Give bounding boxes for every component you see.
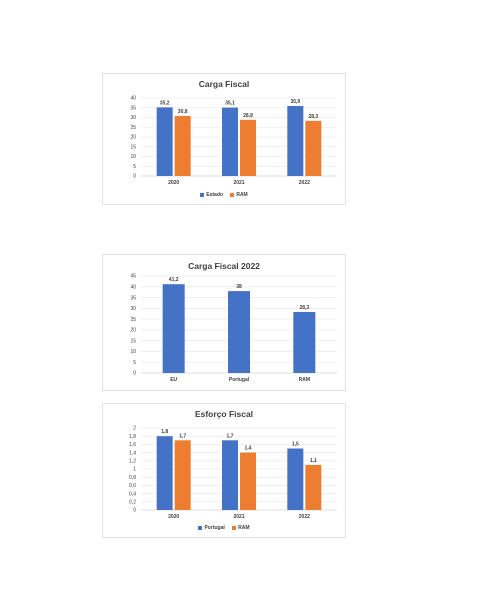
y-tick-label: 10 xyxy=(130,349,136,355)
chart-title: Carga Fiscal xyxy=(198,79,250,89)
x-tick-label: 2022 xyxy=(299,514,310,520)
chart-plot: 0 5 10 15 20 25 30 35 40 45 41,2 EU 38 Portugal 28,3 RA… xyxy=(130,274,337,383)
bar xyxy=(222,107,238,176)
y-tick-label: 1,2 xyxy=(129,459,136,465)
y-tick-label: 1 xyxy=(133,467,136,473)
bar xyxy=(174,440,191,510)
bar xyxy=(305,120,322,176)
bar xyxy=(305,464,322,510)
chart-title: Carga Fiscal 2022 xyxy=(188,261,260,271)
data-label: 41,2 xyxy=(169,277,179,283)
y-tick-label: 30 xyxy=(130,306,136,312)
bar xyxy=(293,311,316,373)
chart-carga-fiscal: Carga Fiscal 0 5 10 15 20 25 30 35 40 35,2 30,8 202… xyxy=(102,73,346,205)
y-tick-label: 20 xyxy=(130,328,136,334)
y-tick-label: 10 xyxy=(130,154,136,160)
legend-swatch xyxy=(230,192,235,197)
y-tick-label: 40 xyxy=(130,284,136,290)
data-label: 1,7 xyxy=(179,433,186,439)
bar xyxy=(240,119,256,176)
y-tick-label: 1,8 xyxy=(129,434,136,440)
x-tick-label: Portugal xyxy=(229,377,250,383)
y-tick-label: 5 xyxy=(133,360,136,366)
y-tick-label: 35 xyxy=(130,295,136,301)
y-tick-label: 35 xyxy=(130,105,136,111)
y-tick-label: 30 xyxy=(130,115,136,121)
bar xyxy=(287,105,304,176)
y-tick-label: 0 xyxy=(133,174,136,180)
y-tick-label: 15 xyxy=(130,338,136,344)
data-label: 35,2 xyxy=(160,100,170,106)
x-tick-label: 2021 xyxy=(233,514,244,520)
bar xyxy=(156,436,173,510)
chart-plot: 0 5 10 15 20 25 30 35 40 35,2 30,8 2020 35,1 28,8 2021… xyxy=(130,96,337,186)
data-label: 30,8 xyxy=(178,109,188,115)
bar xyxy=(287,448,304,510)
bar xyxy=(162,284,185,373)
bar xyxy=(222,440,238,510)
data-label: 28,3 xyxy=(299,305,309,311)
y-tick-label: 20 xyxy=(130,135,136,141)
y-tick-label: 1,6 xyxy=(129,442,136,448)
legend-label: RAM xyxy=(236,192,248,198)
data-label: 1,5 xyxy=(292,442,299,448)
y-tick-label: 2 xyxy=(133,426,136,432)
legend-swatch xyxy=(232,525,237,530)
legend-label: Portugal xyxy=(204,525,225,531)
data-label: 38 xyxy=(236,284,242,290)
x-tick-label: 2022 xyxy=(299,180,310,186)
y-tick-label: 0,6 xyxy=(129,483,136,489)
legend-swatch xyxy=(198,525,203,530)
bar xyxy=(174,115,191,176)
data-label: 28,8 xyxy=(243,113,253,119)
data-label: 1,7 xyxy=(227,433,234,439)
legend-swatch xyxy=(200,192,205,197)
x-tick-label: 2021 xyxy=(233,180,244,186)
y-tick-label: 0 xyxy=(133,508,136,514)
data-label: 28,3 xyxy=(308,114,318,120)
y-tick-label: 0,8 xyxy=(129,475,136,481)
x-tick-label: RAM xyxy=(299,377,310,383)
legend-item-ram: RAM xyxy=(232,525,250,531)
chart-title: Esforço Fiscal xyxy=(194,409,254,419)
data-label: 35,9 xyxy=(290,99,300,105)
data-label: 35,1 xyxy=(225,101,235,107)
y-tick-label: 25 xyxy=(130,125,136,131)
y-tick-label: 45 xyxy=(130,274,136,280)
chart-esforco-fiscal: Esforço Fiscal 0 0,2 0,4 0,6 0,8 1 1,2 1,4 1,6 1,… xyxy=(102,403,346,538)
data-label: 1,8 xyxy=(161,429,168,435)
y-tick-label: 0 xyxy=(133,371,136,377)
y-tick-label: 5 xyxy=(133,164,136,170)
y-tick-label: 15 xyxy=(130,144,136,150)
bar xyxy=(156,107,173,176)
y-tick-label: 1,4 xyxy=(129,450,136,456)
y-tick-label: 0,2 xyxy=(129,500,136,506)
x-tick-label: 2020 xyxy=(168,180,179,186)
legend-label: Estado xyxy=(206,192,223,198)
y-tick-label: 0,4 xyxy=(129,491,136,497)
data-label: 1,4 xyxy=(245,446,252,452)
data-label: 1,1 xyxy=(310,458,317,464)
legend-item-ram: RAM xyxy=(230,192,248,198)
legend-item-estado: Estado xyxy=(200,192,223,198)
chart-legend: Portugal RAM xyxy=(103,525,345,531)
chart-carga-fiscal-2022: Carga Fiscal 2022 0 5 10 15 20 25 30 35 40 45 41,2… xyxy=(102,254,346,391)
legend-item-portugal: Portugal xyxy=(198,525,225,531)
bar xyxy=(228,291,250,373)
y-tick-label: 25 xyxy=(130,317,136,323)
x-tick-label: 2020 xyxy=(168,514,179,520)
legend-label: RAM xyxy=(238,525,250,531)
y-tick-label: 40 xyxy=(130,96,136,102)
bar xyxy=(240,452,256,510)
chart-plot: 0 0,2 0,4 0,6 0,8 1 1,2 1,4 1,6 1,8 2 1,8 1,7 2020 1,7… xyxy=(129,426,337,520)
chart-legend: Estado RAM xyxy=(103,192,345,198)
x-tick-label: EU xyxy=(170,377,177,383)
